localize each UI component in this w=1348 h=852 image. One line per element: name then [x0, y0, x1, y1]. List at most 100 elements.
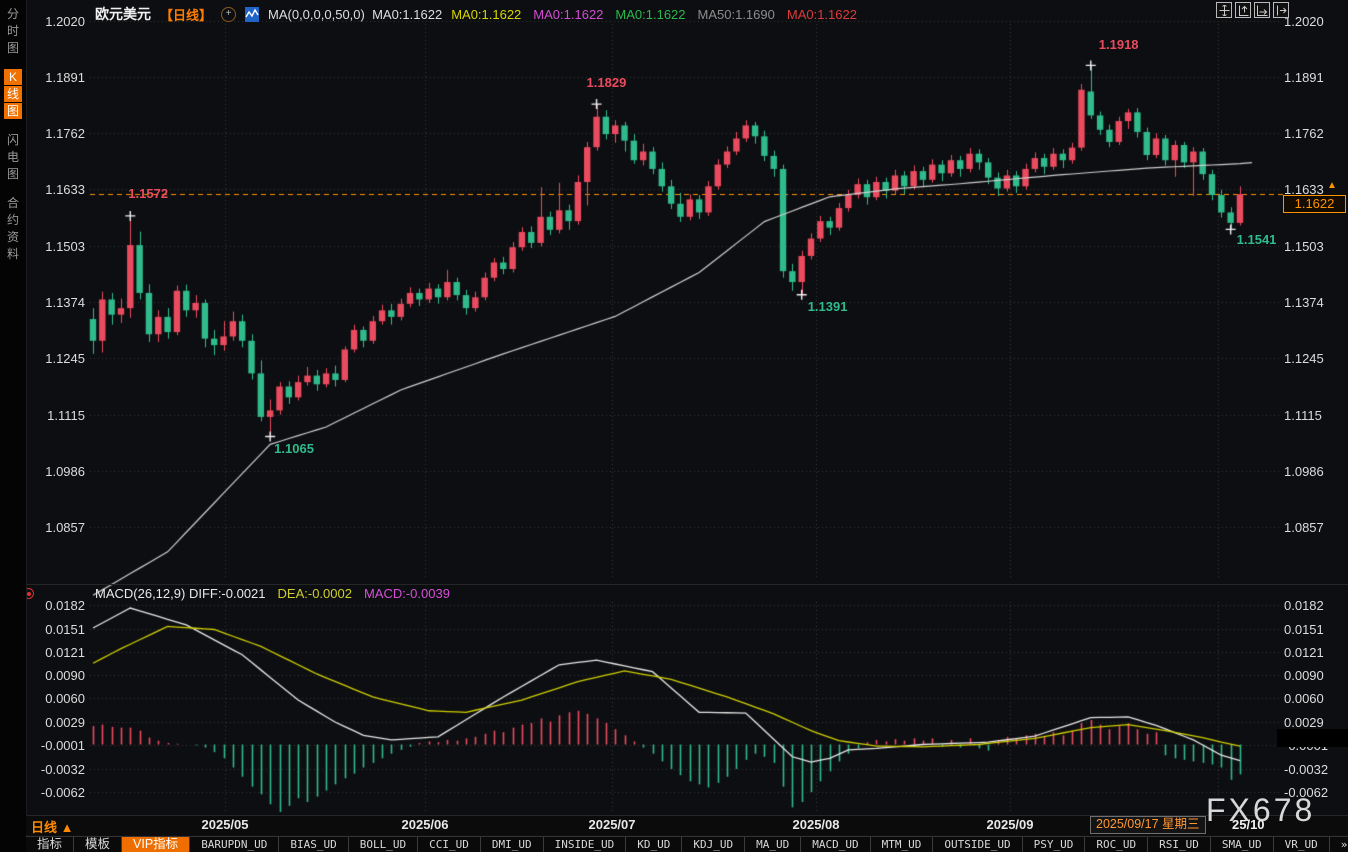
axis-tick-label: 0.0121	[45, 644, 85, 660]
axis-tick-label: 1.1115	[47, 407, 85, 423]
sidebar-tab-char: 约	[6, 213, 19, 227]
sidebar-tab-char: 时	[6, 24, 19, 38]
sidebar-tab-char: 图	[6, 41, 19, 55]
axis-tick-label: 1.0986	[45, 463, 85, 479]
axis-tick-label: 1.1891	[1284, 70, 1324, 86]
indicator-tab-bias_ud[interactable]: BIAS_UD	[279, 837, 349, 852]
axis-tick-label: 0.0182	[45, 597, 85, 613]
chart-toolbar	[1216, 2, 1289, 18]
month-label: 2025/07	[588, 817, 636, 832]
price-annotation: 1.1572	[128, 185, 169, 201]
period-tag: 【日线】	[160, 7, 213, 23]
add-indicator-icon[interactable]: +	[221, 6, 237, 22]
price-annotation: 1.1065	[274, 440, 314, 456]
axis-tick-label: 0.0151	[45, 621, 85, 637]
indicator-tab-sma_ud[interactable]: SMA_UD	[1211, 837, 1274, 852]
axis-tick-label: 0.0060	[45, 691, 85, 707]
indicator-tab-[interactable]: 指标	[26, 837, 75, 852]
month-label: 2025/08	[792, 817, 840, 832]
axis-tick-label: 0.0090	[1284, 668, 1324, 684]
indicator-tab-rsi_ud[interactable]: RSI_UD	[1148, 837, 1211, 852]
ma-value-label: MA0:1.1622	[786, 6, 857, 22]
indicator-tab-psy_ud[interactable]: PSY_UD	[1023, 837, 1086, 852]
macd-dea-value: DEA:-0.0002	[277, 586, 352, 601]
indicator-tab-barupdn_ud[interactable]: BARUPDN_UD	[190, 837, 280, 852]
indicator-tab-boll_ud[interactable]: BOLL_UD	[349, 837, 419, 852]
axis-tick-label: -0.0032	[40, 762, 85, 778]
axis-tick-label: 0.0090	[45, 668, 85, 684]
ma-value-label: MA0:1.1622	[615, 6, 686, 22]
month-label: 2025/09	[986, 817, 1034, 832]
chart-style-icon[interactable]	[245, 6, 260, 22]
macd-title: MACD(26,12,9) DIFF:-0.0021	[95, 586, 266, 601]
ma-settings-label: MA(0,0,0,0,50,0) MA0:1.1622	[268, 6, 443, 22]
axis-tick-label: 1.1633	[1284, 182, 1324, 198]
axis-tick-label: 1.0986	[1284, 463, 1324, 479]
indicator-tab-vip[interactable]: VIP指标	[122, 837, 191, 852]
sidebar-tab-char: 线	[4, 86, 22, 102]
indicator-tab-mtm_ud[interactable]: MTM_UD	[871, 837, 934, 852]
axis-tick-label: 1.1891	[45, 70, 85, 86]
indicator-tab-vr_ud[interactable]: VR_UD	[1274, 837, 1330, 852]
sidebar-tab-1[interactable]: 分时图	[3, 6, 23, 56]
axis-tick-label: 0.0151	[1284, 621, 1324, 637]
sidebar-tab-3[interactable]: 闪电图	[3, 132, 23, 182]
sidebar-tab-char: 分	[6, 7, 19, 21]
axis-tick-label: 0.0029	[45, 715, 85, 731]
indicator-tab-kdj_ud[interactable]: KDJ_UD	[682, 837, 746, 852]
axis-tick-label: 1.1245	[1284, 351, 1324, 367]
axis-tick-label: 1.1374	[1284, 295, 1324, 311]
ma-value-label: MA0:1.1622	[451, 6, 522, 22]
macd-hist-value: MACD:-0.0039	[363, 586, 450, 601]
axis-divider	[26, 815, 1348, 816]
current-price-label: 1.1622	[1283, 195, 1346, 213]
indicator-tab-ma_ud[interactable]: MA_UD	[745, 837, 802, 852]
panel-divider	[26, 584, 1348, 585]
indicator-tab-kd_ud[interactable]: KD_UD	[626, 837, 683, 852]
sidebar-tab-char: 料	[6, 247, 19, 261]
indicator-tab-cci_ud[interactable]: CCI_UD	[418, 837, 481, 852]
axis-tick-label: 1.1503	[1284, 238, 1324, 254]
axis-tick-label: 1.2020	[45, 14, 85, 29]
month-label: 2025/06	[401, 817, 449, 832]
axis-tick-label: -0.0062	[40, 785, 85, 801]
axis-tick-label: 1.0857	[1284, 520, 1324, 536]
sidebar-tab-char: 资	[6, 230, 19, 244]
axis-tick-label: 1.1762	[45, 126, 85, 142]
indicator-tab-inside_ud[interactable]: INSIDE_UD	[544, 837, 627, 852]
ma-values: MA0:1.1622 MA0:1.1622 MA0:1.1622 MA50:1.169…	[451, 7, 857, 22]
period-selector[interactable]: 日线 ▲	[31, 820, 74, 835]
sidebar-tab-char: 电	[6, 150, 19, 164]
macd-value-box	[1277, 729, 1348, 747]
axis-tick-label: 1.1762	[1284, 126, 1324, 142]
indicator-tab-macd_ud[interactable]: MACD_UD	[801, 837, 871, 852]
x-axis-scale-icon[interactable]	[1254, 2, 1270, 18]
sidebar-tab-4[interactable]: 合约资料	[3, 195, 23, 262]
indicator-tab-roc_ud[interactable]: ROC_UD	[1085, 837, 1149, 852]
axis-tick-label: 1.0857	[45, 520, 85, 536]
axis-tick-label: 0.0182	[1284, 597, 1324, 613]
sidebar-tab-char: K	[4, 69, 22, 85]
sidebar-tab-char: 合	[6, 196, 19, 210]
indicator-tab-[interactable]: »	[1330, 837, 1348, 852]
axis-tick-label: 1.2020	[1284, 14, 1324, 29]
price-annotation: 1.1541	[1236, 232, 1277, 248]
move-chart-icon[interactable]	[1216, 2, 1232, 18]
shift-chart-icon[interactable]	[1273, 2, 1289, 18]
indicator-tab-dmi_ud[interactable]: DMI_UD	[481, 837, 544, 852]
axis-tick-label: 1.1503	[45, 238, 85, 254]
sidebar-tab-char: 闪	[6, 133, 19, 147]
axis-tick-label: 0.0060	[1284, 691, 1324, 707]
symbol-title: 欧元美元	[95, 6, 151, 22]
watermark: FX678	[1206, 792, 1316, 828]
price-annotation: 1.1391	[807, 298, 848, 314]
indicator-tab-[interactable]: 模板	[74, 837, 123, 852]
y-axis-scale-icon[interactable]	[1235, 2, 1251, 18]
axis-tick-label: 1.1633	[45, 182, 85, 198]
price-annotation: 1.1829	[586, 75, 627, 91]
indicator-tab-outside_ud[interactable]: OUTSIDE_UD	[933, 837, 1023, 852]
